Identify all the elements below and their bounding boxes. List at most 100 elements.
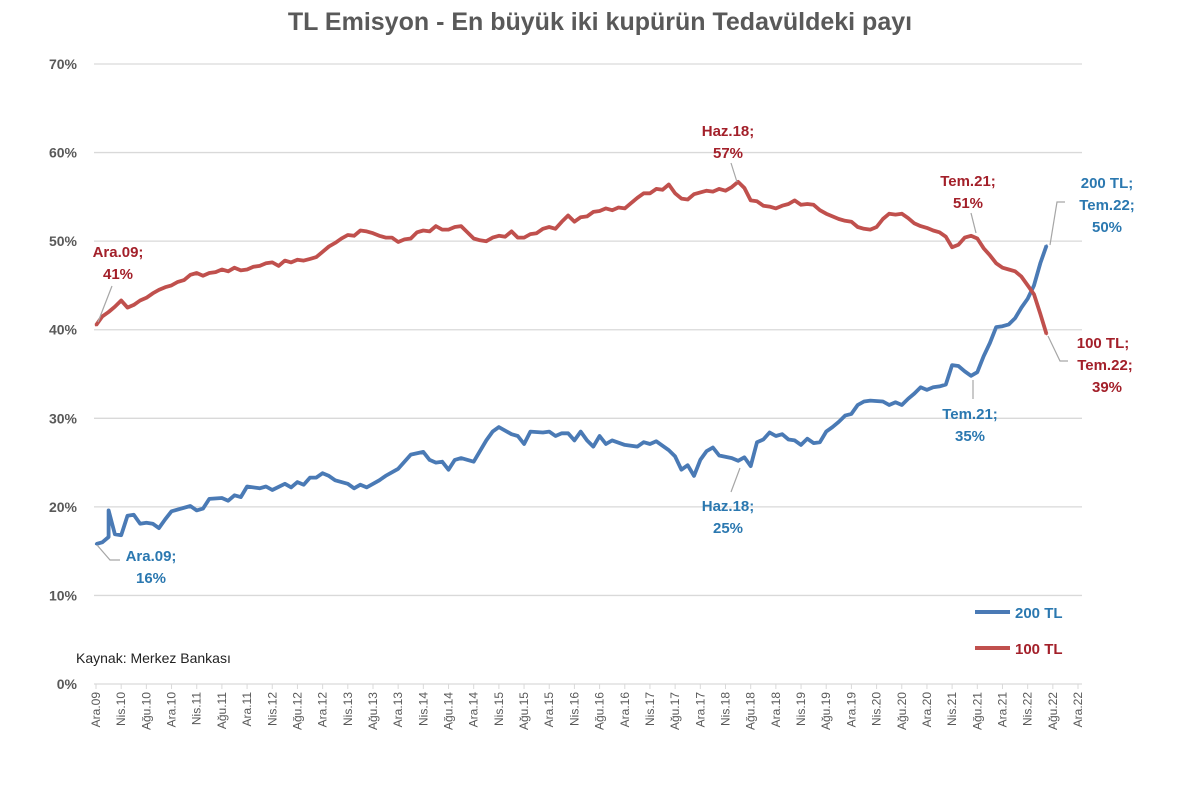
- data-point: [548, 430, 551, 433]
- series-line-200tl: [95, 244, 1049, 546]
- data-point: [755, 200, 759, 203]
- data-point: [302, 259, 305, 262]
- data-point: [226, 499, 230, 502]
- data-point: [384, 236, 387, 239]
- data-point: [422, 229, 425, 232]
- data-point: [113, 305, 117, 308]
- data-point: [887, 212, 891, 215]
- y-tick-label: 40%: [49, 322, 78, 338]
- x-tick-label: Nis.11: [190, 692, 204, 725]
- data-point: [548, 225, 551, 229]
- legend: 200 TL 100 TL: [975, 605, 1063, 658]
- x-tick-label: Ağu.11: [215, 692, 229, 729]
- gridlines: [94, 63, 1082, 685]
- data-point: [661, 188, 664, 191]
- data-point: [642, 192, 645, 195]
- x-tick-label: Ağu.22: [1046, 692, 1060, 730]
- annotation-red-tem21-value: 51%: [953, 195, 983, 212]
- data-point: [126, 514, 129, 517]
- y-tick-label: 50%: [49, 233, 78, 249]
- data-point: [1039, 262, 1042, 265]
- data-point: [107, 310, 110, 314]
- annotation-blue-haz18-value: 25%: [713, 520, 743, 537]
- data-point: [510, 230, 513, 233]
- data-point: [491, 236, 494, 239]
- data-point: [881, 400, 885, 403]
- data-point: [680, 468, 683, 471]
- data-point: [793, 199, 796, 202]
- data-point: [718, 187, 721, 191]
- data-point: [623, 443, 626, 447]
- x-tick-label: Nis.22: [1021, 692, 1035, 726]
- data-point: [705, 449, 708, 453]
- data-point: [1026, 284, 1029, 287]
- data-point: [126, 306, 129, 309]
- y-tick-label: 70%: [49, 56, 78, 72]
- x-tick-label: Ara.13: [391, 692, 405, 728]
- data-point: [271, 261, 274, 264]
- data-point: [195, 271, 198, 275]
- data-point: [982, 247, 985, 250]
- data-point: [579, 430, 582, 433]
- data-point: [447, 468, 450, 471]
- data-point: [170, 284, 173, 287]
- data-point: [566, 214, 570, 217]
- data-point: [157, 288, 161, 292]
- data-point: [497, 234, 501, 238]
- x-tick-label: Nis.21: [945, 692, 959, 726]
- data-point: [673, 192, 677, 195]
- data-point: [441, 228, 444, 231]
- data-point: [592, 445, 595, 448]
- data-point: [850, 220, 853, 223]
- data-point: [365, 230, 368, 233]
- data-point: [503, 235, 507, 238]
- x-axis: Ara.09 Nis.10 Ağu.10 Ara.10 Nis.11 Ağu.11 Ara.…: [89, 684, 1085, 730]
- x-tick-label: Ağu.14: [442, 692, 456, 730]
- data-point: [378, 479, 381, 482]
- data-point: [151, 522, 154, 525]
- data-point: [957, 364, 960, 368]
- x-tick-label: Nis.15: [492, 692, 506, 726]
- data-point: [718, 454, 721, 457]
- data-point: [768, 431, 771, 434]
- data-point: [900, 212, 903, 215]
- data-point: [976, 371, 979, 374]
- data-point: [825, 430, 828, 433]
- data-point: [214, 270, 217, 274]
- data-point: [969, 234, 973, 238]
- data-point: [321, 472, 324, 475]
- data-point: [113, 533, 117, 536]
- data-point: [705, 189, 708, 192]
- data-point: [655, 187, 658, 191]
- data-point: [843, 414, 847, 417]
- data-point: [459, 224, 463, 228]
- data-point: [585, 439, 589, 442]
- data-point: [308, 257, 312, 261]
- data-point: [409, 453, 412, 456]
- data-point: [994, 325, 998, 329]
- x-tick-label: Ağu.16: [593, 692, 607, 730]
- x-tick-label: Nis.13: [341, 692, 355, 726]
- data-point: [132, 513, 135, 517]
- data-point: [352, 487, 356, 490]
- data-point: [579, 216, 582, 219]
- data-point: [655, 440, 658, 443]
- data-point: [189, 273, 192, 277]
- data-point: [258, 264, 261, 268]
- data-point: [856, 403, 859, 407]
- leader-red-end: [1047, 335, 1068, 362]
- data-point: [950, 246, 954, 249]
- data-point: [636, 196, 639, 199]
- data-point: [932, 229, 935, 232]
- data-point: [315, 255, 318, 259]
- data-point: [302, 483, 305, 486]
- data-point: [264, 485, 268, 488]
- data-point: [1007, 268, 1010, 271]
- data-point: [346, 482, 349, 486]
- data-point: [245, 485, 249, 488]
- data-point: [1020, 306, 1023, 309]
- data-point: [541, 431, 545, 434]
- data-point: [604, 442, 608, 446]
- data-point: [485, 239, 488, 243]
- annotation-blue-tem21-value: 35%: [955, 428, 985, 445]
